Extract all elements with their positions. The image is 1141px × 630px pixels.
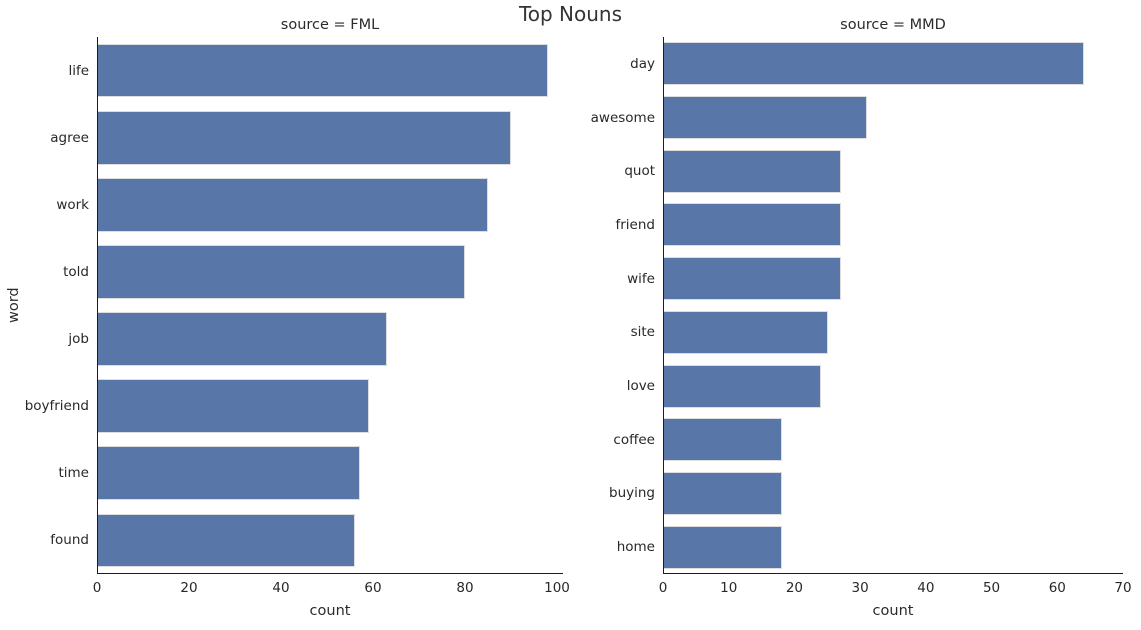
xtick-0: 0 [658, 580, 668, 596]
xtick-20: 20 [180, 580, 198, 596]
ytick-job: job [68, 331, 89, 348]
ytick-work: work [56, 196, 89, 213]
bar-wife [664, 257, 842, 301]
bar-time [98, 446, 360, 501]
bar-home [664, 525, 783, 569]
facet-title-mmd: source = MMD [840, 17, 946, 33]
ytick-love: love [626, 378, 655, 395]
xtick-100: 100 [544, 580, 570, 596]
bar-job [98, 312, 388, 366]
y-axis-label: word [6, 287, 22, 324]
bar-site [664, 310, 828, 354]
ytick-boyfriend: boyfriend [24, 398, 89, 415]
ytick-site: site [630, 324, 655, 341]
plot-area-mmd [663, 37, 1123, 574]
ytick-life: life [68, 62, 89, 79]
xtick-60: 60 [364, 580, 382, 596]
xtick-40: 40 [272, 580, 290, 596]
ytick-wife: wife [627, 270, 655, 287]
xtick-50: 50 [982, 580, 1001, 596]
ytick-awesome: awesome [590, 109, 655, 126]
xtick-20: 20 [785, 580, 804, 596]
plot-area-fml [97, 37, 563, 574]
ytick-day: day [630, 55, 655, 72]
bar-told [98, 245, 466, 299]
bar-quot [664, 149, 842, 193]
ytick-buying: buying [609, 485, 655, 502]
bar-friend [664, 203, 842, 247]
bar-found [98, 513, 356, 568]
ytick-quot: quot [624, 163, 655, 180]
xtick-30: 30 [851, 580, 869, 596]
xtick-80: 80 [456, 580, 474, 596]
figure-title: Top Nouns [518, 2, 623, 26]
bar-agree [98, 110, 512, 165]
bar-boyfriend [98, 379, 369, 434]
bar-day [664, 42, 1084, 86]
facet-title-fml: source = FML [280, 17, 380, 33]
bar-coffee [664, 418, 783, 462]
xtick-70: 70 [1114, 580, 1132, 596]
x-axis-label-mmd: count [872, 603, 914, 619]
ytick-friend: friend [615, 216, 656, 233]
xtick-40: 40 [917, 580, 935, 596]
xtick-60: 60 [1048, 580, 1066, 596]
xtick-10: 10 [720, 580, 738, 596]
ytick-told: told [63, 263, 89, 280]
bar-buying [664, 471, 783, 515]
ytick-coffee: coffee [613, 431, 655, 448]
bar-life [98, 43, 548, 98]
bar-awesome [664, 96, 868, 140]
ytick-agree: agree [50, 129, 89, 146]
bar-work [98, 177, 489, 232]
ytick-time: time [58, 465, 89, 482]
ytick-found: found [50, 532, 89, 549]
xtick-0: 0 [92, 580, 102, 596]
x-axis-label-fml: count [309, 603, 351, 619]
ytick-home: home [616, 539, 655, 556]
bar-love [664, 364, 822, 408]
